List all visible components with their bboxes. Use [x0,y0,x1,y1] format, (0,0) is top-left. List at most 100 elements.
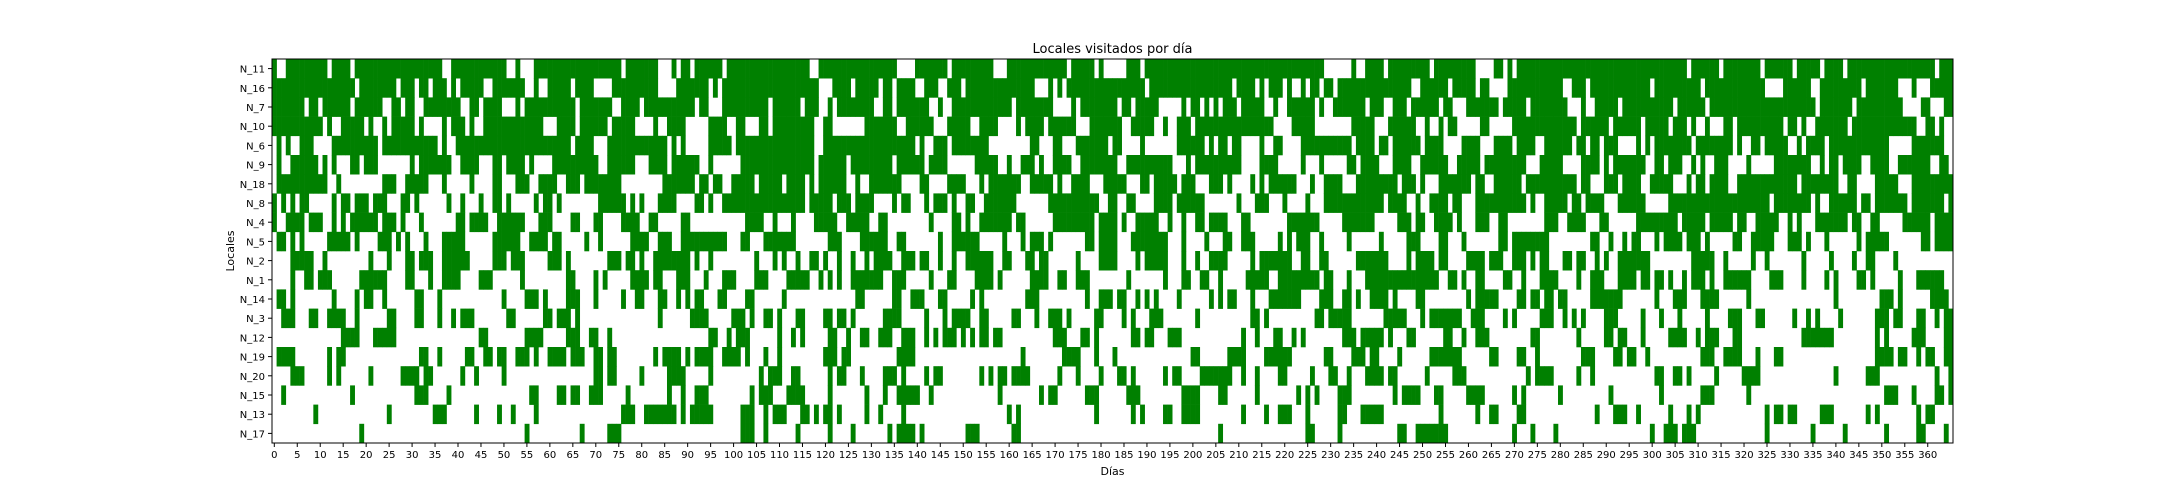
heatmap-cell [446,193,452,213]
heatmap-cell [1135,385,1141,405]
heatmap-cell [1176,327,1182,348]
heatmap-cell [1466,135,1472,156]
heatmap-cell [639,366,645,386]
heatmap-cell [919,251,925,271]
heatmap-cell [1539,174,1545,194]
heatmap-cell [400,135,406,156]
heatmap-cell [1107,193,1113,213]
heatmap-cell [1548,289,1554,309]
heatmap-cell [1851,251,1857,271]
heatmap-cell [836,97,842,117]
heatmap-cell [1309,212,1315,233]
heatmap-cell [887,59,893,79]
heatmap-cell [1140,78,1145,98]
heatmap-cell [1874,174,1880,194]
heatmap-cell [1746,193,1752,213]
heatmap-cell [1020,59,1026,79]
heatmap-cell [464,135,470,156]
heatmap-cell [441,251,447,271]
heatmap-cell [726,270,732,290]
heatmap-cell [1764,404,1770,425]
heatmap-cell [1346,78,1352,98]
heatmap-cell [1594,116,1600,137]
heatmap-cell [1470,78,1476,98]
heatmap-cell [570,347,576,367]
heatmap-cell [1659,385,1664,405]
heatmap-cell [1365,116,1370,137]
heatmap-cell [1071,193,1077,213]
heatmap-cell [1590,231,1596,252]
heatmap-cell [1741,270,1747,290]
heatmap-cell [1314,212,1320,233]
heatmap-cell [1259,97,1265,117]
heatmap-cell [1300,59,1306,79]
heatmap-cell [937,59,943,79]
heatmap-cell [1305,193,1311,213]
heatmap-cell [1925,404,1931,425]
heatmap-cell [791,78,796,98]
heatmap-cell [304,135,310,156]
heatmap-cell [1828,97,1834,117]
heatmap-cell [451,116,457,137]
heatmap-cell [754,97,760,117]
heatmap-cell [1691,97,1697,117]
heatmap-cell [469,116,475,137]
heatmap-cell [1516,155,1522,175]
heatmap-cell [1856,135,1862,156]
heatmap-cell [970,135,976,156]
heatmap-cell [997,78,1003,98]
heatmap-cell [501,347,507,367]
heatmap-cell [689,97,695,117]
heatmap-cell [772,404,778,425]
heatmap-cell [359,59,365,79]
heatmap-cell [621,135,626,156]
heatmap-cell [699,97,705,117]
heatmap-cell [515,59,521,79]
heatmap-cell [1645,59,1651,79]
heatmap-cell [892,308,897,329]
heatmap-cell [699,308,705,329]
heatmap-cell [478,193,484,213]
heatmap-cell [680,59,686,79]
heatmap-cell [1925,97,1931,117]
x-tick-label: 155 [977,450,996,461]
heatmap-cell [1502,231,1508,252]
heatmap-cell [1025,78,1031,98]
heatmap-cell [1865,78,1871,98]
heatmap-cell [666,231,672,252]
heatmap-cell [1512,308,1517,329]
heatmap-cell [1888,78,1894,98]
heatmap-cell [1695,231,1701,252]
heatmap-cell [1626,155,1632,175]
heatmap-cell [373,135,378,156]
heatmap-cell [1029,289,1035,309]
heatmap-cell [666,251,672,271]
heatmap-cell [1397,155,1403,175]
heatmap-cell [313,116,319,137]
heatmap-cell [1208,251,1214,271]
heatmap-cell [1585,193,1591,213]
heatmap-cell [772,231,778,252]
heatmap-cell [1071,116,1077,137]
heatmap-cell [1378,289,1384,309]
heatmap-cell [988,212,994,233]
y-tick-label: N_14 [240,295,265,306]
heatmap-cell [735,135,741,156]
heatmap-cell [827,423,833,444]
heatmap-cell [1874,327,1880,348]
heatmap-cell [1718,135,1724,156]
heatmap-cell [1810,174,1816,194]
heatmap-cell [933,78,939,98]
heatmap-cell [1121,97,1127,117]
heatmap-cell [538,212,544,233]
heatmap-cell [382,193,388,213]
heatmap-cell [1264,404,1269,425]
heatmap-cell [1796,78,1802,98]
heatmap-cell [1535,174,1540,194]
heatmap-cell [1525,116,1531,137]
heatmap-cell [1925,231,1931,252]
heatmap-cell [915,385,920,405]
heatmap-cell [676,97,682,117]
heatmap-cell [1319,251,1325,271]
heatmap-cell [1773,116,1779,137]
